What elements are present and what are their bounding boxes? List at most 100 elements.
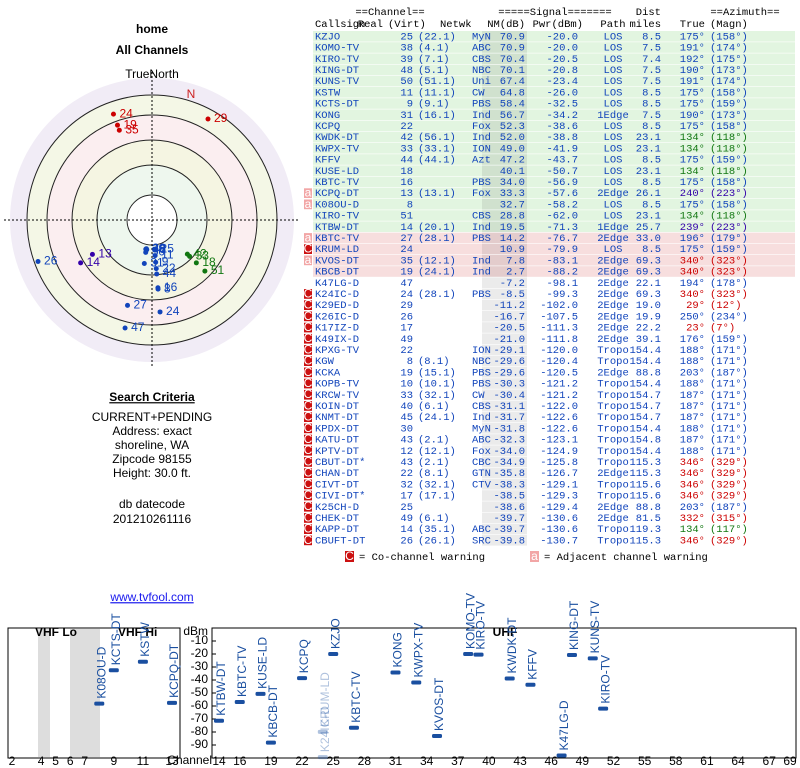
nm-cell (482, 467, 527, 479)
cell-pwr: -124.9 (540, 446, 578, 458)
cell-netwk: ABC (472, 43, 491, 55)
signal-label: KCPQ-DT (167, 643, 181, 698)
cell-virt: (10.1) (418, 379, 456, 391)
cell-virt: (9.1) (418, 99, 450, 111)
group-header: ==Channel== (355, 7, 424, 19)
signal-mark (317, 755, 328, 760)
cell-real: 26 (400, 535, 413, 547)
cell-nm: 2.7 (506, 267, 525, 279)
cell-virt: (15.1) (418, 367, 456, 379)
cell-path: 2Edge (597, 468, 629, 480)
column-header: Netwk (440, 19, 472, 31)
cell-pwr: -107.5 (540, 311, 578, 323)
cell-pwr: -38.8 (546, 132, 578, 144)
warning-symbol: C (304, 331, 313, 345)
cell-real: 27 (400, 233, 413, 245)
cell-pwr: -62.0 (546, 211, 578, 223)
cell-magn: (158°) (710, 177, 748, 189)
cell-magn: (171°) (710, 356, 748, 368)
cell-callsign: KRUM-LD (315, 244, 359, 256)
cell-path: 2Edge (597, 255, 629, 267)
cell-true: 203° (680, 502, 705, 514)
cell-real: 51 (400, 211, 413, 223)
nm-cell (482, 479, 527, 490)
cell-netwk: PBS (472, 99, 491, 111)
cell-dist: 23.1 (636, 166, 661, 178)
cell-virt: (16.1) (418, 110, 456, 122)
cell-nm: 28.8 (500, 211, 525, 223)
cell-path: Tropo (597, 390, 629, 402)
cell-pwr: -71.3 (546, 222, 578, 234)
warning-symbol: C (304, 298, 313, 312)
polar-label: 31 (150, 256, 164, 270)
warning-symbol: C (304, 398, 313, 412)
cell-magn: (118°) (710, 166, 748, 178)
cell-dist: 69.3 (636, 289, 661, 301)
cell-magn: (173°) (710, 110, 748, 122)
signal-mark (463, 652, 474, 656)
cell-virt: (12.1) (418, 255, 456, 267)
row-band (313, 445, 795, 456)
cell-virt: (24.1) (418, 267, 456, 279)
warning-symbol: C (304, 510, 313, 524)
cell-path: Tropo (597, 401, 629, 413)
cell-pwr: -126.7 (540, 468, 578, 480)
cell-path: Tropo (597, 491, 629, 503)
cell-pwr: -20.0 (546, 31, 578, 43)
cell-nm: 33.3 (500, 188, 525, 200)
cell-path: Tropo (597, 457, 629, 469)
warning-symbol: C (304, 365, 313, 379)
polar-label: 26 (44, 254, 58, 268)
cell-true: 191° (680, 43, 705, 55)
cell-callsign: KUSE-LD (315, 166, 359, 178)
cell-true: 175° (680, 87, 705, 99)
signal-label: KTBW-DT (214, 661, 228, 716)
cell-pwr: -32.5 (546, 99, 578, 111)
cell-real: 47 (400, 278, 413, 290)
cell-nm: -34.0 (493, 446, 525, 458)
row-band (313, 165, 795, 176)
signal-label: KSTW (138, 621, 152, 656)
cell-nm: 70.1 (500, 65, 525, 77)
cell-pwr: -123.1 (540, 435, 578, 447)
cell-virt: (28.1) (418, 289, 456, 301)
nm-cell (482, 456, 527, 468)
legend-symbol: a (531, 549, 538, 563)
cell-true: 187° (680, 390, 705, 402)
x-tick-label: 34 (420, 754, 434, 768)
cell-netwk: ION (472, 143, 491, 155)
polar-mark (152, 253, 158, 259)
cell-true: 188° (680, 423, 705, 435)
nm-cell (482, 288, 527, 300)
legend-text: = Co-channel warning (359, 552, 485, 564)
signal-label: KUNS-TV (588, 601, 602, 654)
cell-netwk: Ind (472, 222, 491, 234)
cell-pwr: -43.7 (546, 155, 578, 167)
cell-path: Tropo (597, 535, 629, 547)
cell-nm: -11.2 (493, 300, 525, 312)
warning-symbol: C (304, 410, 313, 424)
cell-pwr: -76.7 (546, 233, 578, 245)
warning-legend: C = Co-channel warning a = Adjacent channel… (345, 549, 708, 564)
cell-nm: 47.2 (500, 155, 525, 167)
cell-callsign: KWPX-TV (315, 143, 360, 155)
cell-path: 2Edge (597, 502, 629, 514)
warning-icon (304, 524, 312, 534)
warning-symbol: C (304, 533, 313, 547)
cell-magn: (178°) (710, 278, 748, 290)
cell-true: 340° (680, 289, 705, 301)
cell-callsign: KPDX-DT (315, 423, 359, 435)
vhf-gap (70, 629, 100, 757)
signal-mark (504, 676, 515, 681)
row-band (313, 400, 795, 412)
signal-mark (525, 682, 536, 687)
row-band (313, 120, 795, 132)
site-link[interactable]: www.tvfool.com (109, 590, 193, 604)
cell-dist: 19.9 (636, 311, 661, 323)
polar-label: 18 (202, 255, 216, 269)
cell-true: 175° (680, 177, 705, 189)
cell-path: Tropo (597, 356, 629, 368)
warning-icon (304, 188, 312, 198)
column-header: (Virt) (388, 19, 426, 31)
nm-cell (482, 131, 527, 143)
